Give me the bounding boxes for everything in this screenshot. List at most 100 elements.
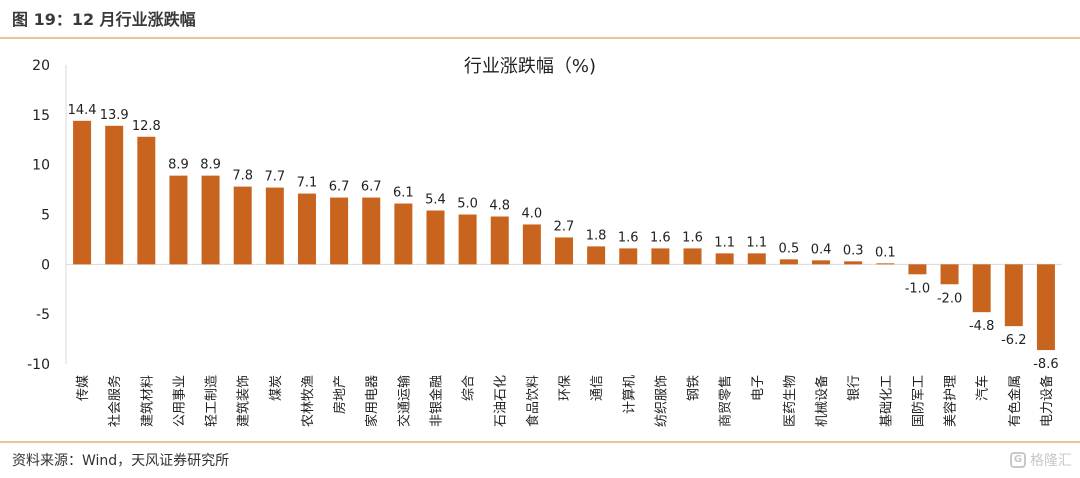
y-tick-label: -5	[36, 307, 50, 323]
data-label: -8.6	[1033, 357, 1058, 372]
bar	[233, 186, 252, 265]
data-label: 0.4	[811, 242, 832, 257]
data-label: 1.8	[586, 228, 607, 243]
data-label: 7.1	[297, 176, 318, 191]
data-label: 13.9	[100, 108, 129, 123]
chart-bars	[73, 120, 1055, 351]
x-category-label: 国防军工	[910, 375, 926, 427]
data-label: 6.7	[361, 180, 382, 195]
data-label: -6.2	[1001, 333, 1026, 348]
data-label: -4.8	[969, 319, 994, 334]
x-category-label: 商贸零售	[718, 375, 734, 427]
bar	[844, 261, 863, 265]
data-label: -1.0	[905, 281, 930, 296]
x-category-label: 通信	[590, 375, 605, 401]
bar	[908, 264, 927, 275]
bar	[1036, 264, 1055, 351]
data-label: 7.8	[232, 169, 253, 184]
bar	[1004, 264, 1023, 327]
data-label: 8.9	[168, 158, 189, 173]
data-label: 6.7	[329, 180, 350, 195]
data-label: 1.6	[618, 230, 639, 245]
data-label: 0.1	[875, 245, 896, 260]
bar	[522, 224, 541, 265]
bar	[137, 136, 156, 265]
bar	[876, 263, 895, 265]
bar	[715, 253, 734, 265]
bar	[683, 248, 702, 265]
bar-chart: 行业涨跌幅（%) 20 15 10 5 0 -5 -10 14.4 13.912.8 8.9 8.…	[27, 56, 1062, 427]
bar	[812, 260, 831, 265]
data-label: 8.9	[200, 158, 221, 173]
bar	[747, 253, 766, 265]
x-category-label: 美容护理	[943, 375, 959, 427]
data-label: 1.1	[746, 235, 767, 250]
x-category-label: 电力设备	[1039, 375, 1055, 427]
x-category-label: 石油石化	[494, 375, 509, 427]
bar	[458, 214, 477, 265]
bar	[651, 248, 670, 265]
x-category-label: 钢铁	[687, 375, 702, 401]
x-category-label: 社会服务	[107, 375, 123, 427]
bar	[940, 264, 959, 285]
bar	[330, 197, 349, 265]
chart-title: 行业涨跌幅（%)	[464, 56, 596, 77]
data-label: 1.6	[650, 230, 671, 245]
watermark-text: 格隆汇	[1030, 453, 1072, 469]
x-category-label: 银行	[847, 375, 862, 401]
bar	[779, 259, 798, 265]
x-category-label: 传媒	[76, 375, 91, 401]
x-category-label: 房地产	[332, 375, 348, 414]
watermark-logo-icon: G	[1010, 452, 1026, 468]
bottom-divider	[0, 441, 1080, 443]
x-category-label: 综合	[462, 375, 477, 401]
data-label: 4.8	[489, 198, 510, 213]
data-label: 1.6	[682, 230, 703, 245]
data-label: 6.1	[393, 186, 414, 201]
chart-axes: 20 15 10 5 0 -5 -10	[27, 58, 1062, 373]
x-category-label: 环保	[558, 375, 573, 401]
figure-title: 图 19：12 月行业涨跌幅	[12, 10, 196, 29]
x-category-label: 基础化工	[879, 375, 894, 427]
y-tick-label: 10	[32, 158, 50, 174]
x-category-label: 家用电器	[364, 375, 380, 427]
x-category-label: 电子	[751, 375, 766, 401]
bar	[105, 125, 124, 265]
data-label: 1.1	[714, 235, 735, 250]
x-category-label: 有色金属	[1007, 375, 1023, 427]
bar	[972, 264, 991, 313]
bar	[619, 248, 638, 265]
bar	[490, 216, 509, 265]
bar	[169, 175, 188, 265]
x-category-label: 交通运输	[396, 375, 412, 427]
x-category-label: 轻工制造	[205, 375, 220, 427]
x-category-label: 非银金融	[428, 375, 444, 427]
data-label: 2.7	[554, 219, 575, 234]
watermark: G 格隆汇	[1010, 450, 1072, 470]
x-category-label: 机械设备	[814, 375, 830, 427]
data-label: 7.7	[264, 170, 285, 185]
chart-data-labels: 14.4 13.912.8 8.9 8.9 7.8 7.7 7.1 6.7 6.7 6.1 5.4 5…	[68, 103, 1059, 372]
bar	[297, 193, 316, 265]
x-category-label: 纺织服饰	[654, 375, 669, 427]
x-category-label: 建筑装饰	[236, 375, 252, 427]
y-tick-label: 15	[32, 108, 50, 124]
x-category-label: 农林牧渔	[301, 375, 316, 427]
x-category-label: 医药生物	[783, 375, 798, 427]
x-category-label: 计算机	[622, 375, 637, 414]
source-note: 资料来源：Wind，天风证券研究所	[12, 453, 230, 469]
data-label: 4.0	[522, 206, 543, 221]
data-label: 0.5	[779, 241, 800, 256]
data-label: 5.0	[457, 197, 478, 212]
x-category-label: 建筑材料	[139, 375, 155, 427]
bar	[426, 210, 445, 265]
x-category-label: 煤炭	[269, 375, 284, 401]
bar	[201, 175, 220, 265]
data-label: 5.4	[425, 193, 446, 208]
data-label: -2.0	[937, 291, 962, 306]
y-tick-label: 20	[32, 58, 50, 74]
bar	[587, 246, 606, 265]
bar	[265, 187, 284, 265]
x-category-label: 汽车	[975, 375, 991, 401]
bar	[555, 237, 573, 265]
